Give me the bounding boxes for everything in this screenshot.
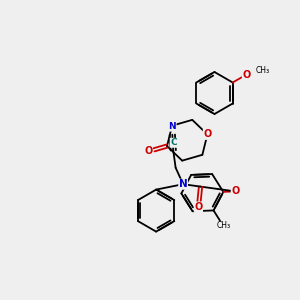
Text: C: C [170, 138, 177, 147]
Text: O: O [242, 70, 250, 80]
Text: N: N [179, 179, 188, 189]
Text: O: O [231, 186, 239, 197]
Text: O: O [203, 129, 211, 140]
Text: N: N [169, 122, 176, 131]
Text: O: O [194, 202, 202, 212]
Text: O: O [144, 146, 152, 157]
Text: CH₃: CH₃ [217, 221, 231, 230]
Text: CH₃: CH₃ [256, 66, 270, 74]
